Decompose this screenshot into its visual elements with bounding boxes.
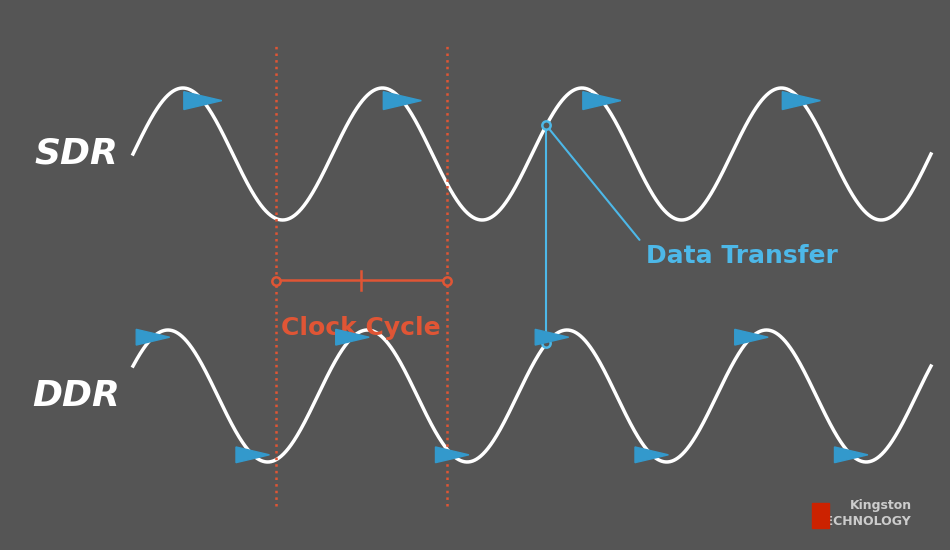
Polygon shape	[384, 92, 422, 109]
Text: Clock Cycle: Clock Cycle	[281, 316, 441, 340]
Polygon shape	[435, 447, 469, 463]
Bar	[812, 503, 829, 528]
Polygon shape	[635, 447, 669, 463]
Polygon shape	[783, 92, 821, 109]
Polygon shape	[136, 329, 170, 345]
Text: Kingston
TECHNOLOGY: Kingston TECHNOLOGY	[817, 499, 912, 528]
Polygon shape	[335, 329, 370, 345]
Text: Data Transfer: Data Transfer	[646, 244, 838, 268]
Polygon shape	[535, 329, 569, 345]
Polygon shape	[734, 329, 769, 345]
Polygon shape	[834, 447, 868, 463]
Text: DDR: DDR	[32, 379, 120, 413]
Polygon shape	[236, 447, 270, 463]
Text: SDR: SDR	[34, 137, 118, 171]
Polygon shape	[184, 92, 222, 109]
Polygon shape	[582, 92, 620, 109]
